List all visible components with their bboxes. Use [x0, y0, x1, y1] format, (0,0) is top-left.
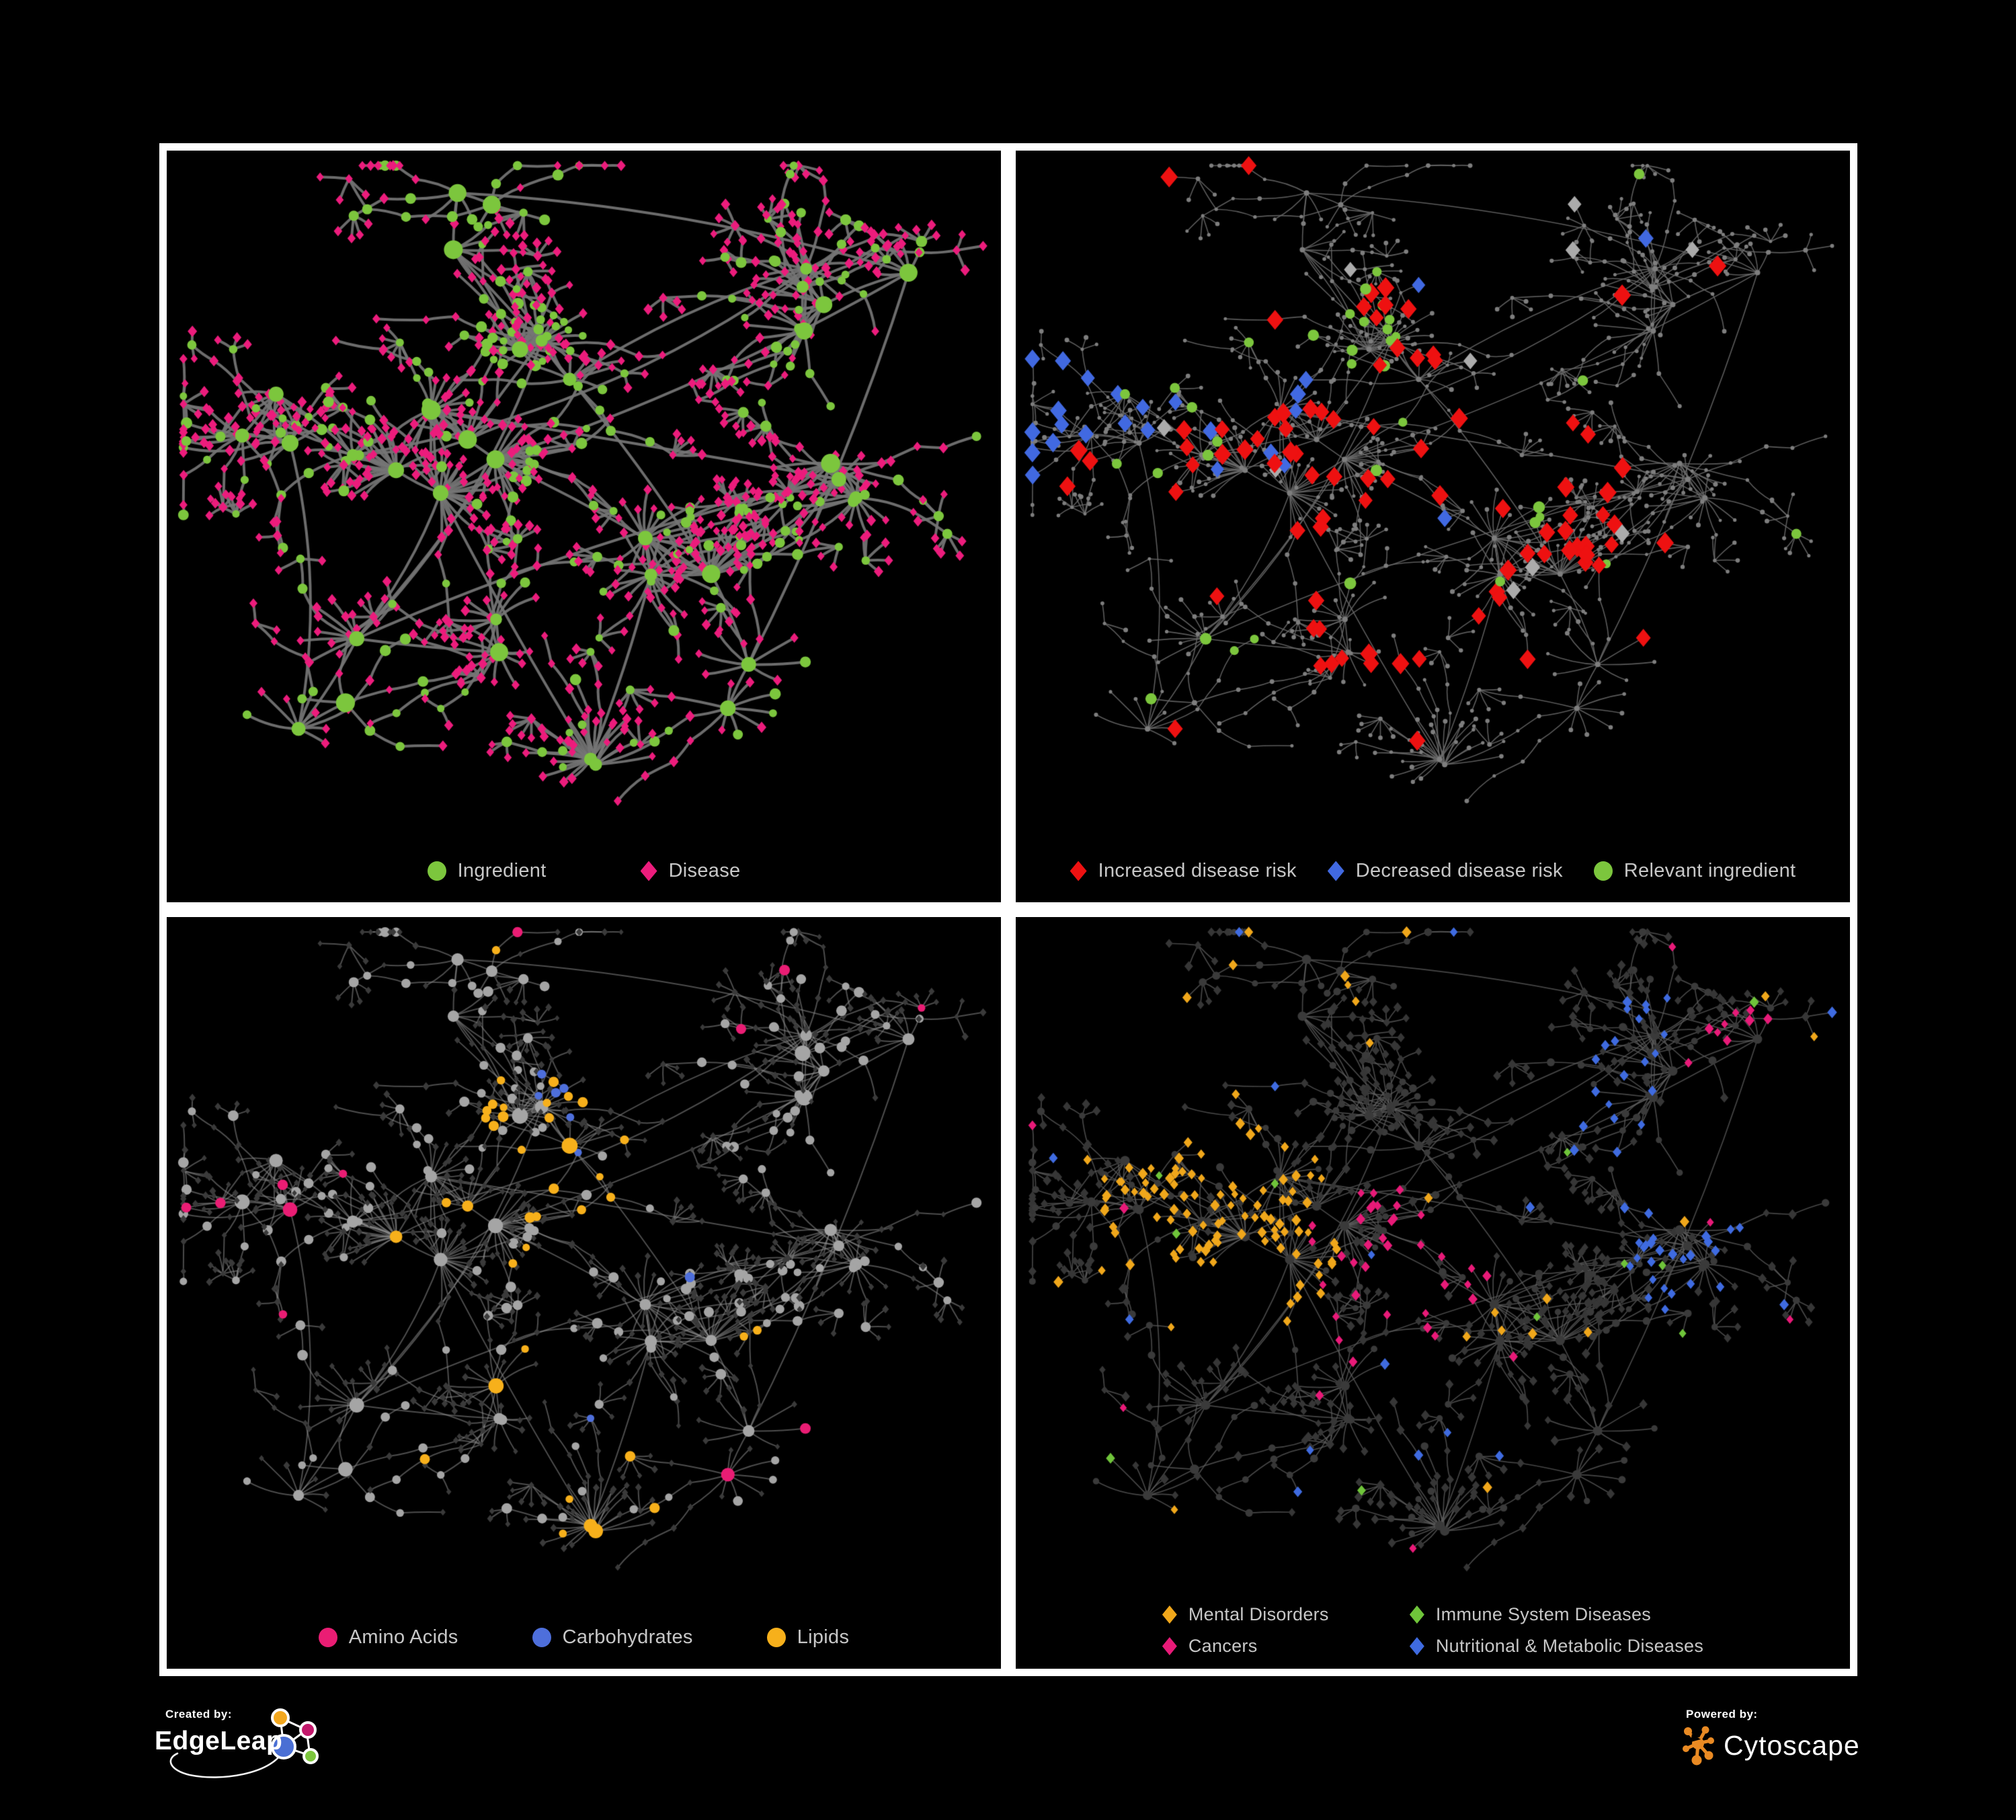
legend-item-increased-risk: Increased disease risk — [1070, 860, 1297, 882]
mental-disorders-diamond-icon — [1162, 1606, 1177, 1624]
panel-disease-classes: Mental Disorders Immune System Diseases … — [1008, 910, 1857, 1676]
panel-disease-risk: Increased disease risk Decreased disease… — [1008, 143, 1857, 910]
legend-label-increased-risk: Increased disease risk — [1098, 860, 1297, 881]
edgeleap-credit: Created by: EdgeLeap — [155, 1708, 450, 1802]
legend-item-lipids: Lipids — [766, 1626, 850, 1649]
legend-nutrient-classes: Amino Acids Carbohydrates Lipids — [167, 1626, 1001, 1649]
powered-by-label: Powered by: — [1686, 1708, 1758, 1720]
legend-item-ingredient: Ingredient — [427, 860, 547, 882]
created-by-label: Created by: — [165, 1708, 233, 1720]
legend-item-decreased-risk: Decreased disease risk — [1327, 860, 1563, 882]
legend-label-relevant-ingredient: Relevant ingredient — [1623, 860, 1796, 881]
edgeleap-wordmark: EdgeLeap — [155, 1727, 283, 1755]
network-canvas-nutrient-classes — [167, 917, 1001, 1669]
amino-acids-circle-icon — [318, 1628, 337, 1647]
legend-item-amino-acids: Amino Acids — [318, 1626, 458, 1649]
legend-item-carbohydrates: Carbohydrates — [532, 1626, 693, 1649]
legend-label-disease: Disease — [668, 860, 741, 881]
legend-item-mental-disorders: Mental Disorders — [1162, 1604, 1410, 1625]
increased-risk-diamond-icon — [1070, 861, 1087, 881]
edgeleap-network-icon — [169, 1708, 319, 1778]
nutritional-metabolic-diamond-icon — [1409, 1637, 1424, 1655]
legend-item-disease: Disease — [640, 860, 741, 882]
legend-item-nutritional-metabolic: Nutritional & Metabolic Diseases — [1409, 1636, 1704, 1657]
legend-label-nutritional-metabolic: Nutritional & Metabolic Diseases — [1435, 1636, 1704, 1656]
legend-label-carbohydrates: Carbohydrates — [562, 1626, 693, 1648]
legend-label-decreased-risk: Decreased disease risk — [1355, 860, 1563, 881]
network-canvas-disease-risk — [1016, 151, 1850, 902]
network-canvas-disease-classes — [1016, 917, 1850, 1669]
cytoscape-credit: Powered by: Cytoscape — [1674, 1708, 1943, 1802]
legend-item-relevant-ingredient: Relevant ingredient — [1593, 860, 1796, 882]
network-canvas-ingredient-disease — [167, 151, 1001, 902]
panel-ingredient-disease: Ingredient Disease — [159, 143, 1008, 910]
immune-system-diamond-icon — [1409, 1606, 1424, 1624]
decreased-risk-diamond-icon — [1327, 861, 1344, 881]
ingredient-circle-icon — [427, 861, 446, 881]
four-panel-network-board: Ingredient Disease Increased disease ris… — [159, 143, 1857, 1676]
cytoscape-network-icon — [1683, 1726, 1714, 1766]
carbohydrates-circle-icon — [532, 1628, 551, 1647]
disease-diamond-icon — [640, 861, 657, 881]
relevant-ingredient-circle-icon — [1593, 861, 1613, 881]
legend-label-lipids: Lipids — [797, 1626, 850, 1648]
legend-disease-classes: Mental Disorders Immune System Diseases … — [1016, 1604, 1850, 1657]
legend-label-ingredient: Ingredient — [457, 860, 547, 881]
legend-label-immune-system-diseases: Immune System Diseases — [1435, 1604, 1652, 1624]
legend-item-immune-system-diseases: Immune System Diseases — [1409, 1604, 1703, 1625]
legend-label-amino-acids: Amino Acids — [348, 1626, 458, 1648]
panel-nutrient-classes: Amino Acids Carbohydrates Lipids — [159, 910, 1008, 1676]
legend-label-cancers: Cancers — [1188, 1636, 1258, 1656]
cytoscape-wordmark: Cytoscape — [1724, 1729, 1860, 1761]
legend-label-mental-disorders: Mental Disorders — [1188, 1604, 1329, 1624]
cancers-diamond-icon — [1162, 1637, 1177, 1655]
legend-disease-risk: Increased disease risk Decreased disease… — [1016, 860, 1850, 882]
legend-item-cancers: Cancers — [1162, 1636, 1410, 1657]
legend-ingredient-disease: Ingredient Disease — [167, 860, 1001, 882]
lipids-circle-icon — [766, 1628, 786, 1647]
